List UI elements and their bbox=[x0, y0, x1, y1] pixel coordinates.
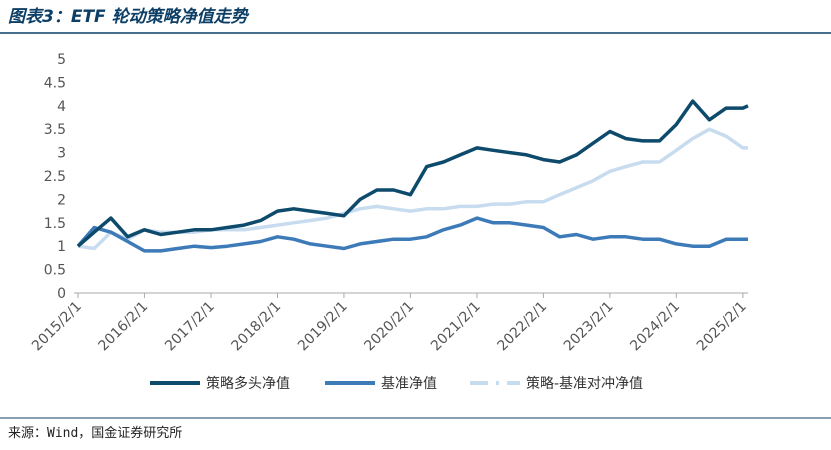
y-tick-label: 5 bbox=[57, 52, 66, 68]
source: 来源：Wind，国金证券研究所 bbox=[8, 425, 182, 441]
series-line bbox=[77, 127, 748, 251]
series-line bbox=[76, 216, 748, 253]
x-tick-label: 2015/2/1 bbox=[29, 299, 85, 355]
y-tick-label: 0.5 bbox=[44, 263, 66, 279]
y-tick-label: 3.5 bbox=[44, 122, 66, 138]
x-tick-label: 2022/2/1 bbox=[494, 299, 550, 355]
x-tick-label: 2020/2/1 bbox=[361, 299, 417, 355]
x-tick-label: 2021/2/1 bbox=[428, 299, 484, 355]
x-tick-label: 2016/2/1 bbox=[95, 299, 151, 355]
y-tick-label: 4.5 bbox=[44, 75, 66, 91]
legend-label: 策略-基准对冲净值 bbox=[526, 375, 643, 392]
chart-title: 图表3：ETF 轮动策略净值走势 bbox=[8, 7, 250, 27]
y-tick-label: 1 bbox=[57, 239, 66, 255]
y-tick-label: 3 bbox=[57, 146, 66, 162]
y-tick-label: 4 bbox=[57, 99, 66, 115]
x-tick-label: 2018/2/1 bbox=[229, 299, 285, 355]
y-tick-label: 2.5 bbox=[44, 169, 66, 185]
y-tick-label: 0 bbox=[57, 286, 66, 302]
legend-label: 基准净值 bbox=[381, 375, 437, 392]
x-tick-label: 2025/2/1 bbox=[694, 299, 750, 355]
legend-label: 策略多头净值 bbox=[206, 375, 290, 392]
x-tick-label: 2017/2/1 bbox=[162, 299, 218, 355]
x-tick-label: 2019/2/1 bbox=[295, 299, 351, 355]
x-tick-label: 2023/2/1 bbox=[561, 299, 617, 355]
y-tick-label: 2 bbox=[57, 192, 66, 208]
y-tick-label: 1.5 bbox=[44, 216, 66, 232]
x-tick-label: 2024/2/1 bbox=[627, 299, 683, 355]
series-line bbox=[76, 99, 749, 248]
